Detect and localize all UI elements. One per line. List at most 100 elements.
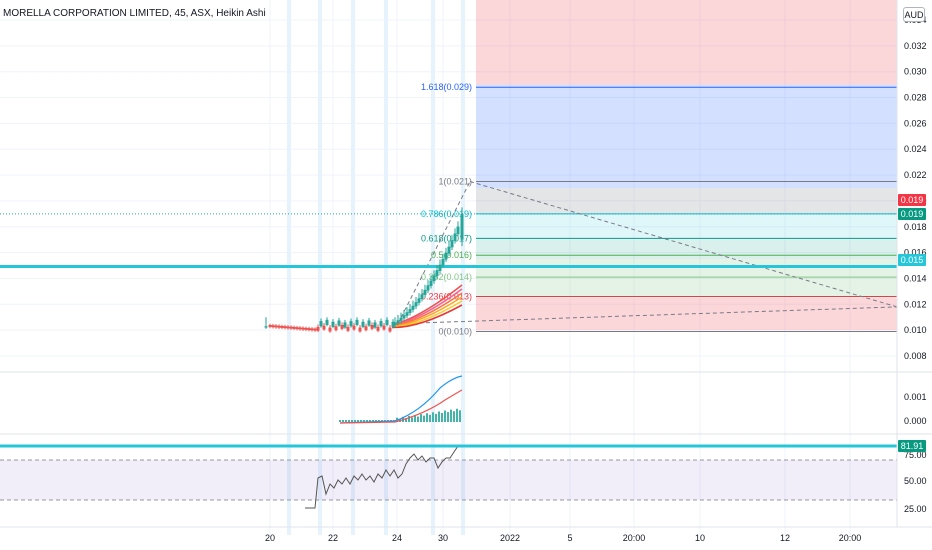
time-tick-9: 20:00 [839, 533, 862, 543]
time-tick-0: 20 [265, 533, 275, 543]
indicator-axis[interactable]: 0.001 0.000 [904, 392, 927, 426]
candle-body [396, 320, 400, 324]
candle-body [456, 226, 460, 235]
candle-body [310, 328, 314, 331]
time-tick-3: 30 [438, 533, 448, 543]
price-badge-1 [898, 208, 926, 220]
trend-line-base[interactable] [397, 306, 898, 325]
candle-body [304, 327, 308, 330]
rsi-tick-1: 50.00 [904, 476, 927, 486]
indicator-bar [372, 420, 374, 422]
candle-body [414, 302, 418, 307]
rsi-tick-0: 75.00 [904, 450, 927, 460]
time-tick-4: 2022 [500, 533, 520, 543]
candle-body [453, 233, 457, 241]
candle-body [438, 264, 442, 271]
indicator-bar [423, 415, 425, 422]
candle-body [325, 319, 329, 325]
candle-body [313, 328, 317, 331]
candle-body [411, 305, 415, 310]
indicator-bar [342, 420, 344, 422]
indicator-bar [453, 411, 455, 422]
price-tick-11: 0.012 [904, 299, 927, 309]
candle-body [408, 309, 412, 313]
price-tick-4: 0.026 [904, 118, 927, 128]
candle-body [385, 319, 389, 325]
trend-line-up[interactable] [397, 181, 471, 324]
indicator-pane[interactable] [339, 375, 463, 424]
candle-body [420, 294, 424, 299]
candle-body [367, 320, 371, 326]
candle-body [373, 322, 377, 328]
candle-body [379, 321, 383, 327]
indicator-bar [420, 414, 422, 422]
price-tick-9: 0.016 [904, 248, 927, 258]
price-tick-5: 0.024 [904, 144, 927, 154]
indicator-bar [429, 414, 431, 422]
indicator-bar [375, 420, 377, 422]
candle-body [402, 315, 406, 319]
candle-body [370, 324, 374, 329]
fib-zones [476, 0, 897, 331]
indicator-bar [363, 420, 365, 422]
indicator-bar [444, 410, 446, 422]
indicator-bar [414, 415, 416, 422]
candle-body [316, 326, 320, 331]
candle-body [393, 322, 397, 325]
candle-body [349, 321, 353, 327]
indicator-bar [432, 412, 434, 422]
indicator-tick-1: 0.000 [904, 416, 927, 426]
candle-body [268, 324, 272, 327]
candle-body [355, 319, 359, 325]
price-badge-label-2: 0.015 [901, 255, 924, 265]
indicator-bar [426, 413, 428, 422]
candle-body [280, 325, 284, 328]
indicator-bar [459, 410, 461, 422]
candle-body [388, 327, 392, 332]
candle-body [391, 321, 395, 327]
rsi-axis[interactable]: 75.00 50.00 25.00 81.91 [898, 440, 927, 514]
candle-body [399, 317, 403, 321]
indicator-bar [438, 411, 440, 422]
candle-body [460, 213, 464, 240]
indicator-bar [360, 420, 362, 422]
indicator-bar [441, 412, 443, 422]
candle-body [343, 322, 347, 328]
candle-body [271, 325, 275, 328]
indicator-bar [339, 420, 341, 422]
candle-body [444, 252, 448, 260]
time-tick-1: 22 [328, 533, 338, 543]
candle-body [298, 327, 302, 330]
indicator-bar [345, 420, 347, 422]
indicator-tick-0: 0.001 [904, 392, 927, 402]
candle-body [361, 321, 365, 327]
candle-body [346, 326, 350, 331]
candle-body [364, 326, 368, 331]
candle-body [301, 327, 305, 330]
price-tick-10: 0.014 [904, 273, 927, 283]
rsi-band [0, 460, 897, 500]
candle-body [435, 270, 439, 277]
time-tick-7: 10 [695, 533, 705, 543]
candle-body [277, 325, 281, 328]
currency-badge[interactable]: AUD [903, 7, 925, 22]
indicator-bar [447, 412, 449, 422]
fib-label-1: 1(0.021) [438, 177, 472, 187]
rsi-badge [898, 440, 926, 452]
symbol-title[interactable]: MORELLA CORPORATION LIMITED, 45, ASX, He… [3, 8, 266, 19]
price-tick-8: 0.018 [904, 222, 927, 232]
price-tick-12: 0.010 [904, 325, 927, 335]
candle-body [376, 326, 380, 331]
candle-body [283, 326, 287, 329]
rsi-pane[interactable] [0, 444, 897, 509]
candle-body [423, 289, 427, 295]
price-badge-0 [898, 194, 926, 206]
indicator-bar [456, 408, 458, 422]
indicator-bar [435, 413, 437, 422]
time-axis[interactable]: 20 22 24 30 2022 5 20:00 10 12 20:00 [0, 526, 932, 543]
candle-body [447, 246, 451, 254]
candles[interactable] [264, 207, 464, 333]
ma-ribbon [391, 284, 463, 329]
price-axis[interactable]: 0.0340.0320.0300.0280.0260.0240.0220.020… [898, 15, 927, 361]
